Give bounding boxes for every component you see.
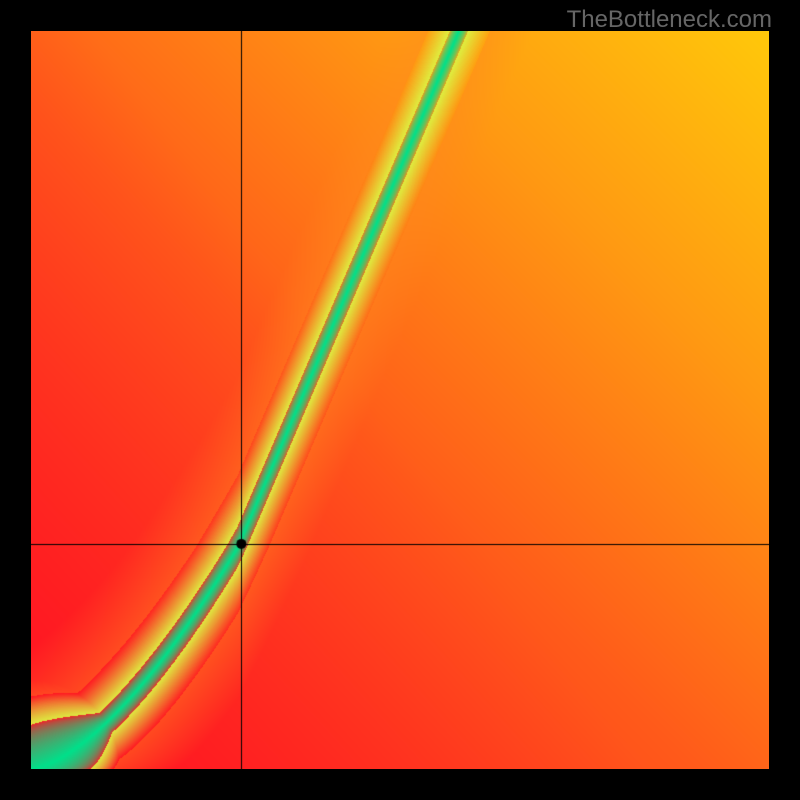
watermark-text: TheBottleneck.com <box>567 6 772 34</box>
heatmap-plot <box>31 31 769 769</box>
heatmap-canvas <box>31 31 769 769</box>
